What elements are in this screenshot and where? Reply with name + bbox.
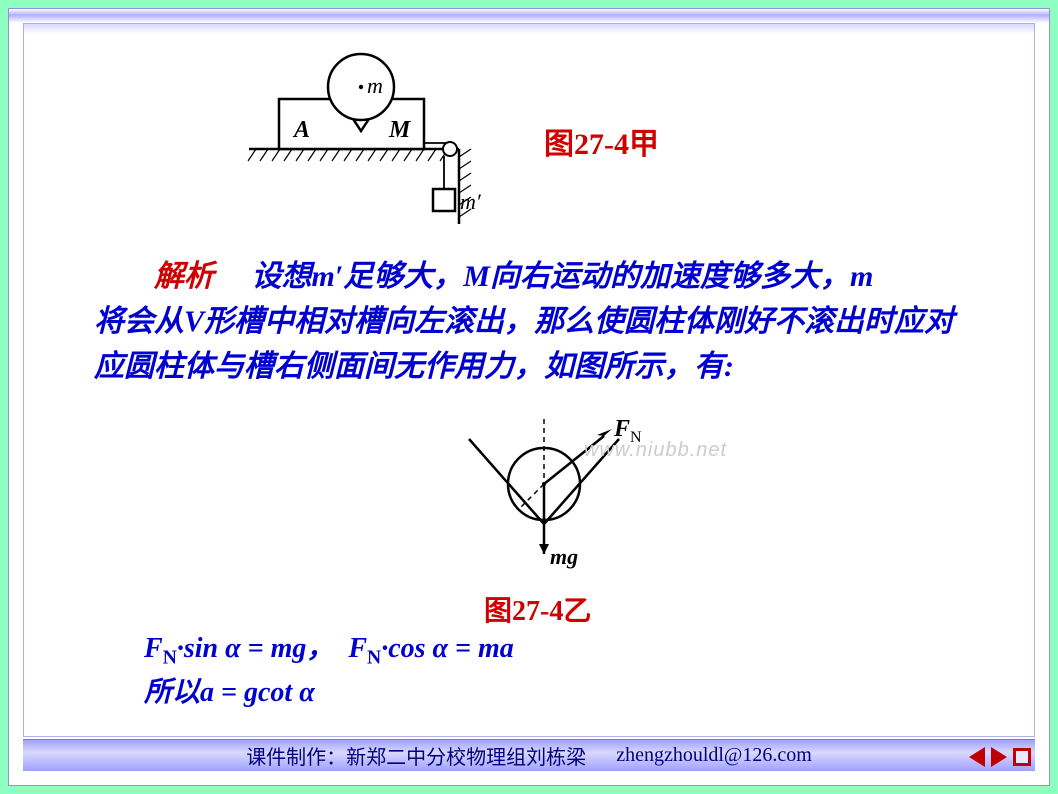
slide-outer-frame: m A M m′ 图27-4甲 解析 设想m′足够大，M向右运动的加速度够多大，…	[8, 8, 1050, 786]
nav-buttons	[969, 747, 1031, 767]
label-A: A	[292, 117, 310, 143]
analysis-m: m	[850, 260, 873, 293]
analysis-M: M	[463, 260, 490, 293]
footer-email: zhengzhouldl@126.com	[616, 744, 812, 767]
analysis-label: 解析	[94, 260, 214, 293]
analysis-t2: 足够大，	[343, 260, 463, 293]
figure-1-diagram: m A M m′	[234, 49, 494, 224]
analysis-t1: 设想	[252, 260, 312, 293]
slide-content: m A M m′ 图27-4甲 解析 设想m′足够大，M向右运动的加速度够多大，…	[44, 34, 1014, 726]
analysis-t4: 将会从V形槽中相对槽向左滚出，那么使圆柱体刚好不滚出时应对应圆柱体与槽右侧面间无…	[94, 305, 954, 383]
analysis-mprime: m′	[312, 260, 344, 293]
analysis-paragraph: 解析 设想m′足够大，M向右运动的加速度够多大，m 将会从V形槽中相对槽向左滚出…	[94, 254, 974, 389]
label-mg: mg	[550, 544, 578, 569]
equations-block: FN·sin α = mg， FN·cos α = ma 所以a = gcot …	[144, 629, 514, 714]
figure-1-caption: 图27-4甲	[544, 119, 659, 163]
label-mprime: m′	[460, 189, 482, 214]
stop-button[interactable]	[1013, 748, 1031, 766]
slide-inner-frame: m A M m′ 图27-4甲 解析 设想m′足够大，M向右运动的加速度够多大，…	[23, 23, 1035, 737]
equation-line-2: 所以a = gcot α	[144, 673, 514, 714]
label-m: m	[367, 73, 383, 98]
equation-line-1: FN·sin α = mg， FN·cos α = ma	[144, 629, 514, 673]
label-M: M	[388, 117, 412, 143]
figure-2-caption: 图27-4乙	[484, 589, 591, 629]
watermark-text: www.niubb.net	[584, 439, 727, 462]
analysis-t3: 向右运动的加速度够多大，	[490, 260, 850, 293]
next-button[interactable]	[991, 747, 1007, 767]
footer-bar: 课件制作：新郑二中分校物理组刘栋梁 zhengzhouldl@126.com	[23, 739, 1035, 771]
prev-button[interactable]	[969, 747, 985, 767]
footer-credit: 课件制作：新郑二中分校物理组刘栋梁	[246, 741, 586, 770]
